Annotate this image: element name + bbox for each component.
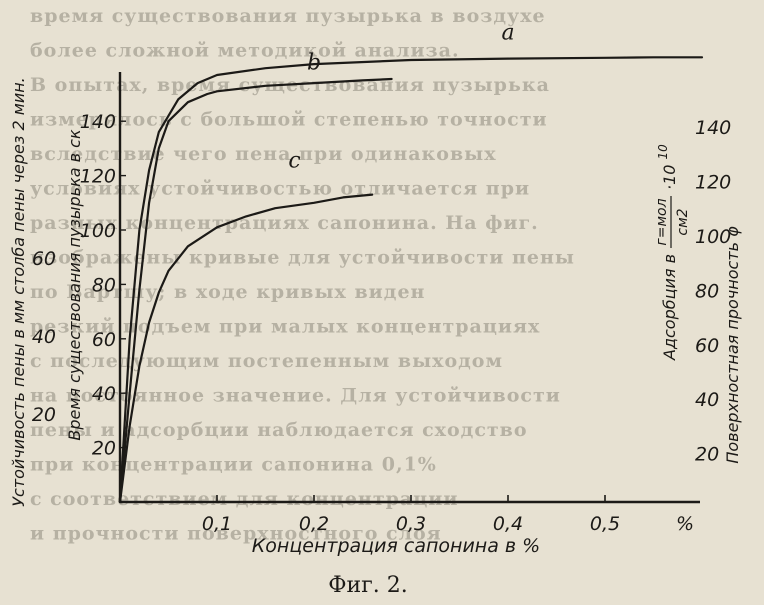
left-inner-axis-label: Время существования пузырька в ск bbox=[65, 129, 84, 441]
x-tick-label: 0,2 bbox=[299, 513, 329, 535]
background-text-line: пены и адсорбции наблюдается сходство bbox=[30, 419, 528, 441]
x-tick-label: 0,1 bbox=[202, 513, 232, 535]
background-text-line: по Бартшу; в ходе кривых виден bbox=[30, 281, 425, 303]
right-axis-ticks: 20 40 60 80 100 120 140 bbox=[695, 117, 731, 465]
right-tick-label: 140 bbox=[695, 117, 731, 139]
adsorption-label-denominator: см2 bbox=[675, 208, 691, 235]
series-label-c: c bbox=[288, 148, 300, 173]
background-text-line: на постоянное значение. Для устойчивости bbox=[30, 385, 561, 407]
x-axis-ticks: 0,1 0,2 0,3 0,4 0,5 bbox=[202, 495, 620, 535]
x-tick-label: 0,5 bbox=[590, 513, 620, 535]
series-label-b: b bbox=[307, 51, 321, 76]
right-inner-axis-label: Адсорбция в г=мол см2 ·10 10 bbox=[654, 144, 691, 361]
left-inner-tick-label: 100 bbox=[80, 220, 116, 242]
background-text-line: более сложной методикой анализа. bbox=[30, 40, 460, 62]
left-outer-tick-label: 20 bbox=[32, 404, 56, 426]
series-line-a bbox=[118, 56, 704, 504]
left-outer-axis-ticks: 20 40 60 bbox=[32, 248, 56, 426]
series-line-b bbox=[118, 77, 393, 504]
background-text-line: с последующим постепенным выходом bbox=[30, 350, 503, 372]
right-tick-label: 20 bbox=[695, 444, 719, 466]
left-outer-axis-label: Устойчивость пены в мм столба пены через… bbox=[9, 77, 28, 507]
background-text-line: условиях устойчивостью отличается при bbox=[30, 178, 530, 200]
x-axis-label: Концентрация сапонина в % bbox=[252, 535, 540, 557]
background-text: время существования пузырька в воздухе бо… bbox=[30, 5, 575, 545]
left-outer-tick-label: 60 bbox=[32, 248, 56, 270]
adsorption-label-numerator: г=мол bbox=[654, 198, 670, 245]
left-inner-tick-label: 120 bbox=[80, 166, 116, 188]
left-inner-tick-label: 40 bbox=[92, 383, 116, 405]
left-inner-tick-label: 140 bbox=[80, 111, 116, 133]
x-tick-label: 0,4 bbox=[493, 513, 523, 535]
background-text-line: разных концентрациях сапонина. На фиг. bbox=[30, 212, 539, 234]
x-tick-label: 0,3 bbox=[396, 513, 426, 535]
right-tick-label: 80 bbox=[695, 280, 719, 302]
right-tick-label: 60 bbox=[695, 335, 719, 357]
background-text-line: с соответствием для концентрации bbox=[30, 488, 458, 510]
left-inner-tick-label: 20 bbox=[92, 438, 116, 460]
left-inner-axis-ticks: 20 40 60 80 100 120 140 bbox=[80, 111, 126, 460]
background-text-line: резкий подъем при малых концентрациях bbox=[30, 316, 540, 338]
svg-text:г=мол: г=мол bbox=[654, 198, 670, 245]
series-label-a: a bbox=[501, 21, 514, 46]
background-text-line: изображены кривые для устойчивости пены bbox=[30, 247, 575, 269]
left-inner-tick-label: 80 bbox=[92, 274, 116, 296]
right-tick-label: 100 bbox=[695, 226, 731, 248]
adsorption-label-prefix: Адсорбция в bbox=[660, 254, 679, 361]
right-outer-axis-label: Поверхностная прочность φ bbox=[723, 226, 742, 464]
series-line-c bbox=[118, 193, 374, 504]
background-text-line: время существования пузырька в воздухе bbox=[30, 5, 546, 27]
x-axis-unit: % bbox=[676, 513, 694, 535]
background-text-line: вследствие чего пена при одинаковых bbox=[30, 143, 497, 165]
svg-text:см2: см2 bbox=[675, 208, 691, 235]
svg-text:Адсорбция в: Адсорбция в bbox=[660, 254, 679, 361]
adsorption-label-exponent: 10 bbox=[656, 144, 670, 160]
left-outer-tick-label: 40 bbox=[32, 326, 56, 348]
right-tick-label: 120 bbox=[695, 172, 731, 194]
series-group: a b c bbox=[118, 21, 704, 504]
figure-caption: Фиг. 2. bbox=[328, 573, 407, 598]
background-text-line: при концентрации сапонина 0,1% bbox=[30, 454, 437, 476]
background-text-line: и прочности поверхностного слоя bbox=[30, 523, 442, 545]
right-tick-label: 40 bbox=[695, 389, 719, 411]
background-text-line: измерялось с большой степенью точности bbox=[30, 109, 548, 131]
svg-text:·10 10: ·10 10 bbox=[656, 144, 679, 190]
adsorption-label-suffix: ·10 bbox=[660, 165, 679, 190]
left-inner-tick-label: 60 bbox=[92, 329, 116, 351]
